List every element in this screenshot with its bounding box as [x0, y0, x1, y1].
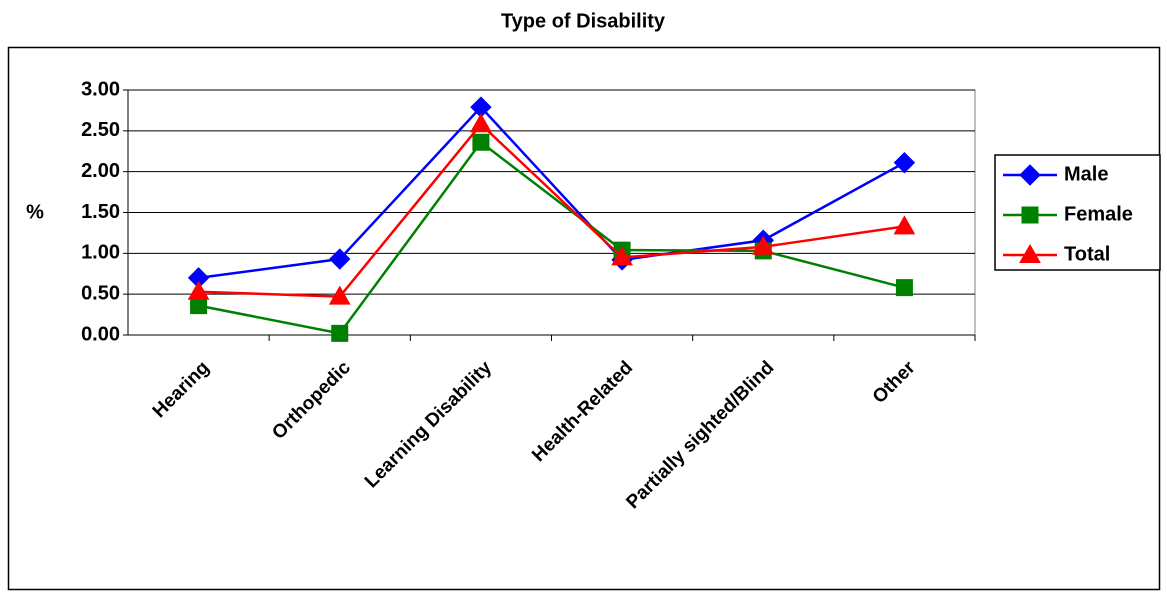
legend-label: Female	[1064, 203, 1133, 225]
x-tick-label: Partially sighted/Blind	[622, 357, 778, 513]
y-tick-label: 3.00	[81, 78, 120, 100]
data-point	[893, 215, 916, 235]
data-point	[611, 246, 633, 266]
x-tick-label: Hearing	[149, 357, 214, 422]
legend-marker	[1021, 206, 1039, 224]
chart-title: Type of Disability	[501, 10, 666, 32]
legend-label: Male	[1064, 163, 1108, 185]
x-tick-label: Learning Disability	[361, 357, 496, 492]
data-point	[752, 235, 775, 255]
y-tick-label: 2.00	[81, 160, 120, 182]
y-axis-label: %	[26, 201, 44, 223]
data-point	[329, 248, 351, 270]
series-line	[198, 140, 905, 335]
legend-marker	[1019, 164, 1041, 186]
data-point	[328, 285, 351, 305]
series-line	[198, 105, 906, 280]
chart-border	[7, 46, 1161, 591]
data-point	[331, 324, 349, 342]
series-line	[198, 122, 905, 298]
y-tick-label: 1.50	[81, 201, 120, 223]
data-point	[470, 113, 492, 133]
x-tick-label: Orthopedic	[268, 357, 355, 444]
y-tick-label: 0.00	[81, 323, 120, 345]
data-point	[895, 279, 913, 297]
legend-label: Total	[1064, 243, 1110, 265]
data-point	[187, 280, 210, 300]
x-tick-label: Other	[869, 357, 920, 408]
data-point	[472, 133, 490, 151]
data-point	[190, 297, 208, 315]
data-point	[893, 151, 916, 174]
y-tick-label: 2.50	[81, 119, 120, 141]
y-tick-label: 1.00	[81, 242, 120, 264]
legend-marker	[1019, 243, 1041, 263]
y-tick-label: 0.50	[81, 282, 120, 304]
x-tick-label: Health-Related	[528, 357, 637, 466]
